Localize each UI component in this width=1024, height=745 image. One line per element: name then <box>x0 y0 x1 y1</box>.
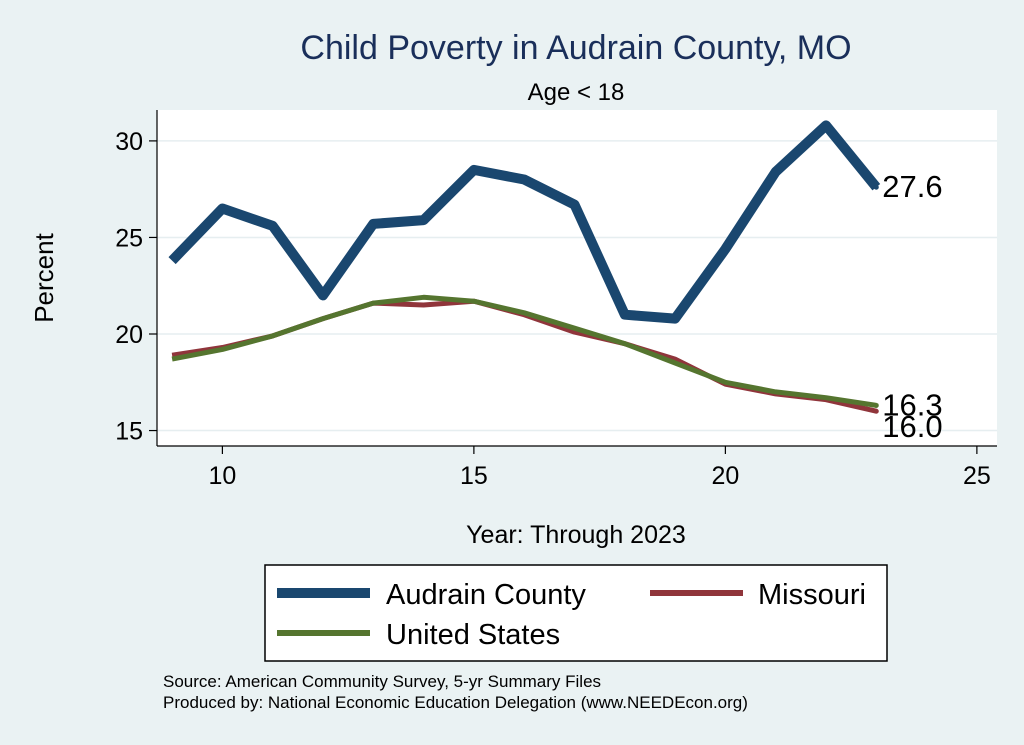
series-line-united-states <box>171 294 877 408</box>
x-tick-label-15: 15 <box>460 462 488 490</box>
legend-label-missouri: Missouri <box>758 579 866 611</box>
legend: Audrain County Missouri United States <box>264 564 888 662</box>
series-line-audrain <box>168 120 881 324</box>
produced-by-note: Produced by: National Economic Education… <box>163 693 748 712</box>
source-note: Source: American Community Survey, 5-yr … <box>163 672 602 691</box>
legend-label-united-states: United States <box>386 619 560 651</box>
y-tick-label-20: 20 <box>115 321 143 349</box>
x-tick-label-10: 10 <box>208 462 236 490</box>
chart-subtitle: Age < 18 <box>528 79 625 106</box>
end-label-united-states: 16.3 <box>882 387 942 422</box>
plot-area <box>157 110 997 446</box>
series-endpoint-audrain <box>873 184 879 190</box>
chart-title: Child Poverty in Audrain County, MO <box>300 29 851 67</box>
series-endpoint-missouri <box>873 408 879 414</box>
y-tick-label-15: 15 <box>115 418 143 446</box>
end-label-audrain: 27.6 <box>882 169 942 204</box>
legend-box <box>264 564 888 662</box>
x-axis-label: Year: Through 2023 <box>466 521 686 549</box>
y-tick-label-25: 25 <box>115 224 143 252</box>
legend-label-audrain: Audrain County <box>386 579 586 611</box>
x-tick-label-25: 25 <box>963 462 991 490</box>
x-tick-label-20: 20 <box>711 462 739 490</box>
series-endpoint-united-states <box>873 402 879 408</box>
end-label-missouri: 16.0 <box>882 409 942 444</box>
y-axis-label: Percent <box>29 232 59 322</box>
y-tick-label-30: 30 <box>115 128 143 156</box>
